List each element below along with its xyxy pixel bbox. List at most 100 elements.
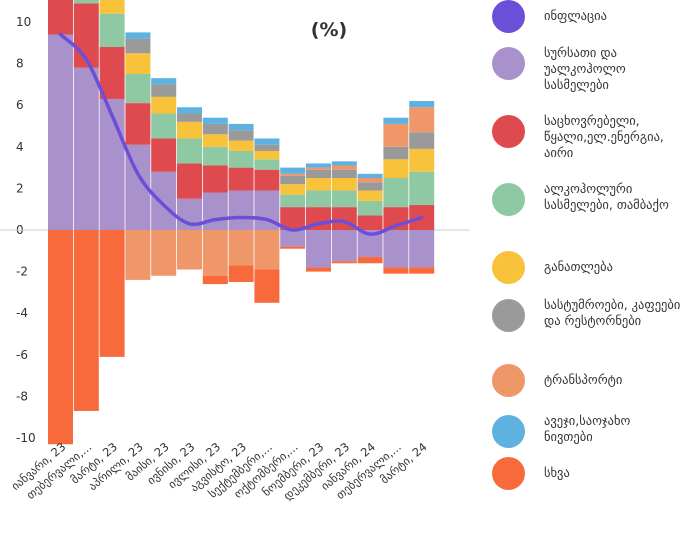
bar-segment bbox=[254, 169, 280, 191]
bar-segment bbox=[202, 275, 228, 285]
bar-segment bbox=[306, 178, 331, 191]
bar-segment bbox=[151, 84, 177, 97]
bar-segment bbox=[383, 146, 409, 160]
bar-segment bbox=[99, 46, 125, 99]
legend-label: ინფლაცია bbox=[544, 8, 607, 23]
bar-segment bbox=[409, 230, 435, 268]
bar-segment bbox=[383, 123, 409, 147]
bar-segment bbox=[254, 159, 280, 170]
bar-segment bbox=[254, 230, 280, 270]
bar-segment bbox=[228, 123, 254, 131]
y-tick-label: -2 bbox=[16, 265, 28, 279]
bar-segment bbox=[409, 148, 435, 172]
bar-segment bbox=[151, 171, 177, 230]
bar-segment bbox=[99, 13, 125, 47]
y-tick-label: 4 bbox=[16, 140, 24, 154]
bar-segment bbox=[151, 96, 177, 114]
legend-swatch bbox=[492, 47, 525, 80]
bar-segment bbox=[228, 230, 254, 266]
bar-segment bbox=[228, 167, 254, 191]
bar-segment bbox=[357, 190, 383, 201]
bar-segment bbox=[357, 200, 383, 216]
bar-segment bbox=[151, 230, 177, 276]
bar-segment bbox=[357, 173, 383, 178]
bar-segment bbox=[177, 163, 202, 199]
bar-segment bbox=[228, 190, 254, 230]
bar-segment bbox=[357, 257, 383, 264]
bar-segment bbox=[306, 230, 331, 268]
bar-segment bbox=[357, 178, 383, 183]
bar-segment bbox=[280, 230, 306, 247]
bar-segment bbox=[254, 269, 280, 303]
bar-segment bbox=[280, 194, 306, 208]
legend-label: საცხოვრებელი, წყალი,ელ.ენერგია, აირი bbox=[544, 113, 664, 160]
bar-segment bbox=[228, 150, 254, 168]
bar-segment bbox=[228, 130, 254, 141]
bar-segment bbox=[125, 74, 151, 104]
legend-label: ტრანსპორტი bbox=[544, 372, 623, 387]
bar-segment bbox=[383, 159, 409, 178]
legend-swatch bbox=[492, 415, 525, 448]
bar-segment bbox=[48, 34, 73, 231]
legend-swatch bbox=[492, 299, 525, 332]
bar-segment bbox=[383, 267, 409, 274]
bar-segment bbox=[202, 230, 228, 276]
bar-segment bbox=[151, 113, 177, 139]
legend-label: ავეჯი,საოჯახო ნივთები bbox=[544, 413, 631, 444]
legend-swatch bbox=[492, 251, 525, 284]
legend-swatch bbox=[492, 183, 525, 216]
bar-segment bbox=[306, 167, 331, 170]
bar-segment bbox=[177, 107, 202, 114]
y-tick-label: -6 bbox=[16, 348, 28, 362]
bar-segment bbox=[151, 138, 177, 172]
bar-segment bbox=[202, 123, 228, 135]
bar-segment bbox=[177, 121, 202, 139]
bar-segment bbox=[202, 146, 228, 166]
y-tick-label: 2 bbox=[16, 181, 24, 195]
bar-segment bbox=[331, 190, 357, 208]
bar-segment bbox=[280, 184, 306, 195]
bar-segment bbox=[280, 246, 306, 249]
bar-segment bbox=[254, 150, 280, 160]
bar-segment bbox=[383, 178, 409, 208]
bar-segment bbox=[383, 117, 409, 124]
bar-segment bbox=[409, 107, 435, 133]
bar-segment bbox=[177, 113, 202, 122]
bar-segment bbox=[177, 230, 202, 270]
y-tick-label: -8 bbox=[16, 389, 28, 403]
bar-segment bbox=[331, 261, 357, 264]
legend-label: ალკოჰოლური სასმელები, თამბაქო bbox=[544, 181, 669, 212]
bar-segment bbox=[306, 169, 331, 178]
bar-segment bbox=[280, 173, 306, 176]
bars bbox=[48, 0, 435, 445]
bar-segment bbox=[409, 132, 435, 149]
legend-swatch bbox=[492, 457, 525, 490]
y-tick-label: -4 bbox=[16, 306, 28, 320]
bar-segment bbox=[383, 230, 409, 268]
bar-segment bbox=[409, 101, 435, 108]
bar-segment bbox=[202, 192, 228, 230]
bar-segment bbox=[99, 230, 125, 357]
y-tick-label: 10 bbox=[16, 15, 31, 29]
bar-segment bbox=[306, 163, 331, 168]
bar-segment bbox=[202, 117, 228, 124]
bar-segment bbox=[177, 138, 202, 164]
bar-segment bbox=[48, 0, 73, 35]
bar-segment bbox=[228, 265, 254, 282]
bar-segment bbox=[331, 161, 357, 166]
bar-segment bbox=[409, 267, 435, 274]
bar-segment bbox=[73, 0, 99, 4]
legend-label: სხვა bbox=[544, 465, 570, 480]
inflation-line-layer bbox=[58, 32, 424, 236]
chart-title: (%) bbox=[311, 19, 347, 41]
bar-segment bbox=[125, 53, 151, 74]
bar-segment bbox=[331, 178, 357, 191]
bar-segment bbox=[409, 171, 435, 206]
bar-segment bbox=[331, 169, 357, 178]
bar-segment bbox=[125, 230, 151, 280]
y-tick-label: 8 bbox=[16, 57, 24, 71]
bar-segment bbox=[306, 267, 331, 272]
legend-swatch bbox=[492, 364, 525, 397]
